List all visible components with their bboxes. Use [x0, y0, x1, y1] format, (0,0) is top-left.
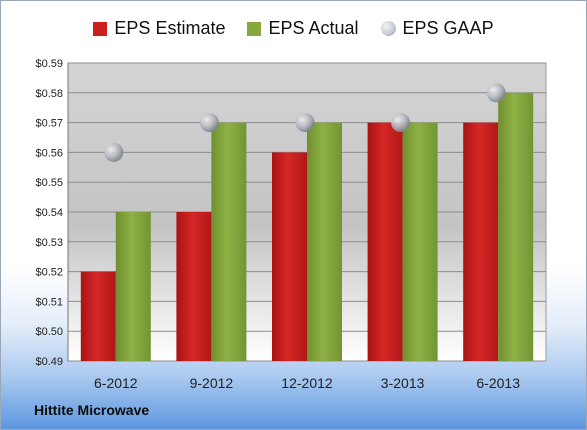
y-tick-label: $0.50: [35, 326, 63, 338]
bar-eps-estimate: [80, 271, 116, 361]
legend-label-actual: EPS Actual: [268, 18, 359, 38]
x-tick-label: 3-2013: [381, 375, 425, 391]
legend-swatch-actual: [247, 21, 262, 36]
bubble-eps-gaap: [486, 83, 506, 103]
y-tick-label: $0.56: [35, 147, 63, 159]
y-tick-label: $0.53: [35, 237, 63, 249]
y-tick-label: $0.55: [35, 177, 63, 189]
y-tick-label: $0.57: [35, 118, 63, 130]
y-tick-label: $0.51: [35, 296, 63, 308]
bar-eps-estimate: [176, 212, 212, 361]
y-tick-label: $0.59: [35, 58, 63, 70]
bar-eps-actual: [402, 122, 438, 361]
x-tick-label: 6-2012: [94, 375, 138, 391]
bar-eps-estimate: [272, 152, 307, 361]
x-tick-label: 6-2013: [476, 375, 520, 391]
plot-area: $0.49 $0.50 $0.51 $0.52 $0.53 $0.54 $0.55 $0.56…: [35, 58, 547, 391]
bar-eps-actual: [115, 212, 151, 361]
bubble-eps-gaap: [295, 113, 315, 133]
bar-eps-actual: [307, 122, 342, 361]
y-tick-label: $0.52: [35, 267, 63, 279]
bar-eps-estimate: [367, 122, 403, 361]
legend: EPS Estimate EPS Actual EPS GAAP: [1, 18, 586, 39]
y-tick-label: $0.58: [35, 88, 63, 100]
bar-eps-estimate: [463, 122, 499, 361]
x-tick-label: 12-2012: [281, 375, 333, 391]
legend-swatch-gaap: [380, 21, 396, 36]
bar-eps-actual: [211, 122, 247, 361]
legend-swatch-estimate: [93, 21, 108, 36]
bubble-eps-gaap: [104, 142, 124, 162]
legend-item-actual: EPS Actual: [247, 18, 359, 39]
legend-label-gaap: EPS GAAP: [402, 18, 494, 38]
bubble-eps-gaap: [199, 113, 219, 133]
y-tick-label: $0.49: [35, 356, 63, 368]
bar-eps-actual: [498, 92, 534, 362]
legend-item-gaap: EPS GAAP: [380, 18, 494, 39]
legend-label-estimate: EPS Estimate: [114, 18, 226, 38]
legend-item-estimate: EPS Estimate: [93, 18, 225, 39]
bubble-eps-gaap: [391, 113, 411, 133]
x-tick-label: 9-2012: [190, 375, 234, 391]
company-name: Hittite Microwave: [34, 402, 150, 418]
y-tick-label: $0.54: [35, 207, 63, 219]
